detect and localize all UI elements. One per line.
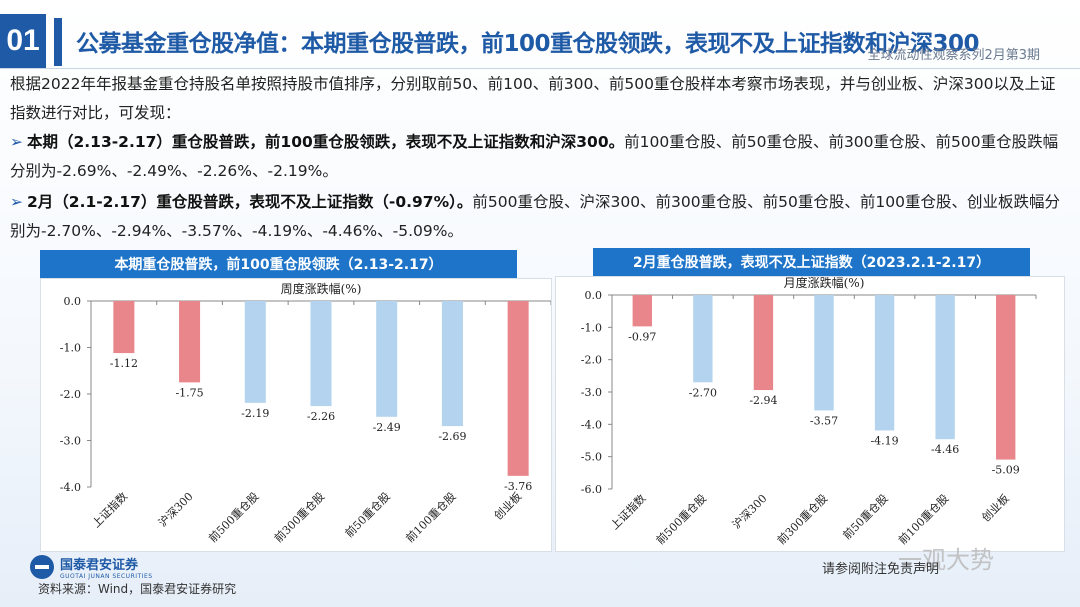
data-label: -3.76 [504, 480, 532, 493]
bar [244, 301, 266, 403]
chart-1-header: 本期重仓股普跌，前100重仓股领跌（2.13-2.17） [40, 250, 517, 278]
monthly-bar-chart: 月度涨跌幅(%) 0.0 -1.0 -2.0 -3.0 -4.0 -5.0 -6.0 -0.97… [581, 275, 1037, 547]
bar [693, 295, 713, 383]
x-tick-label: 前300重仓股 [271, 489, 327, 545]
weekly-bar-chart: 周度涨跌幅(%) 0.0 -1.0 -2.0 -3.0 -4.0 -1.12 上证指数 -1.7… [60, 281, 552, 545]
x-tick-label: 前100重仓股 [403, 489, 459, 545]
y-tick-label: -6.0 [581, 483, 602, 496]
disclaimer-link[interactable]: 请参阅附注免责声明 [822, 562, 940, 577]
bar [310, 301, 332, 407]
intro-text: 根据2022年年报基金重仓持股名单按照持股市值排序，分别取前50、前100、前3… [10, 75, 1056, 122]
bar [874, 295, 895, 431]
bar [814, 295, 834, 411]
y-tick-label: -4.0 [581, 418, 602, 431]
y-tick-label: -1.0 [60, 342, 81, 355]
x-tick-label: 前100重仓股 [895, 491, 951, 547]
bar [179, 301, 201, 383]
data-label: -2.70 [689, 386, 717, 399]
bar [376, 301, 398, 417]
x-tick-label: 上证指数 [89, 489, 130, 530]
bar [753, 295, 774, 391]
data-label: -3.57 [810, 414, 838, 427]
page-title: 公募基金重仓股净值：本期重仓股普跌，前100重仓股领跌，表现不及上证指数和沪深3… [76, 31, 980, 57]
bar [441, 301, 463, 427]
y-tick-label: 0.0 [585, 289, 603, 302]
header-accent-bar [54, 18, 62, 66]
bullet-2-text: 前500重仓股、沪深300、前300重仓股、前50重仓股、前100重仓股、创业板… [10, 193, 1060, 240]
bar [507, 301, 529, 476]
bar [113, 301, 135, 354]
y-tick-label: -3.0 [60, 435, 81, 448]
arrow-icon: ➢ [10, 193, 23, 211]
data-label: -2.19 [241, 407, 269, 420]
page-subtitle: 全球流动性观察系列2月第3期 [867, 48, 1040, 63]
x-tick-label: 沪深300 [729, 491, 769, 531]
x-tick-label: 沪深300 [155, 489, 195, 529]
section-number: 01 [0, 14, 46, 68]
data-label: -0.97 [628, 330, 656, 343]
chart-1-panel: 周度涨跌幅(%) 0.0 -1.0 -2.0 -3.0 -4.0 -1.12 上证指数 -1.7… [40, 278, 552, 552]
data-label: -1.75 [175, 386, 203, 399]
x-tick-label: 前50重仓股 [840, 491, 891, 542]
y-tick-label: -4.0 [60, 481, 81, 494]
logo-text-en: GUOTAI JUNAN SECURITIES [60, 573, 153, 580]
data-label: -4.19 [870, 434, 898, 447]
bar [996, 295, 1016, 460]
data-label: -2.94 [749, 394, 777, 407]
x-tick-label: 创业板 [491, 489, 524, 522]
x-tick-label: 前500重仓股 [206, 489, 262, 545]
bullet-2: ➢ 2月（2.1-2.17）重仓股普跌，表现不及上证指数（-0.97%）。前500… [10, 188, 1070, 246]
y-tick-label: -3.0 [581, 386, 602, 399]
bullet-2-bold: 2月（2.1-2.17）重仓股普跌，表现不及上证指数（-0.97%）。 [27, 193, 473, 211]
data-label: -4.46 [931, 443, 959, 456]
y-tick-label: 0.0 [64, 295, 82, 308]
header-divider [0, 68, 1080, 69]
bullet-1: ➢ 本期（2.13-2.17）重仓股普跌，前100重仓股领跌，表现不及上证指数和沪… [10, 128, 1070, 186]
y-tick-label: -5.0 [581, 451, 602, 464]
data-label: -2.49 [373, 421, 401, 434]
x-tick-label: 前500重仓股 [653, 491, 709, 547]
arrow-icon: ➢ [10, 133, 23, 151]
chart-2-panel: 月度涨跌幅(%) 0.0 -1.0 -2.0 -3.0 -4.0 -5.0 -6.0 -0.97… [555, 275, 1065, 552]
y-tick-label: -1.0 [581, 321, 602, 334]
company-logo: 国泰君安证券 GUOTAI JUNAN SECURITIES [30, 554, 153, 580]
chart-title: 周度涨跌幅(%) [281, 281, 362, 296]
x-tick-label: 创业板 [979, 491, 1012, 524]
logo-icon [30, 555, 54, 579]
x-tick-label: 前300重仓股 [774, 491, 830, 547]
logo-text-cn: 国泰君安证券 [60, 558, 139, 573]
data-label: -2.26 [307, 410, 335, 423]
chart-2-header: 2月重仓股普跌，表现不及上证指数（2023.2.1-2.17） [593, 248, 1030, 276]
watermark: 一观大势 [898, 546, 994, 574]
data-label: -1.12 [110, 357, 138, 370]
bar [935, 295, 955, 440]
data-label: -2.69 [438, 430, 466, 443]
x-tick-label: 前50重仓股 [342, 489, 393, 540]
x-tick-label: 上证指数 [607, 491, 648, 532]
bar [632, 295, 652, 327]
bullet-1-text: 前100重仓股、前50重仓股、前300重仓股、前500重仓股跌幅分别为-2.69… [10, 133, 1059, 180]
chart-title: 月度涨跌幅(%) [784, 277, 865, 290]
source-note: 资料来源：Wind，国泰君安证券研究 [38, 582, 237, 596]
y-tick-label: -2.0 [581, 354, 602, 367]
bullet-1-bold: 本期（2.13-2.17）重仓股普跌，前100重仓股领跌，表现不及上证指数和沪深… [27, 133, 625, 151]
data-label: -5.09 [992, 464, 1020, 477]
y-tick-label: -2.0 [60, 388, 81, 401]
